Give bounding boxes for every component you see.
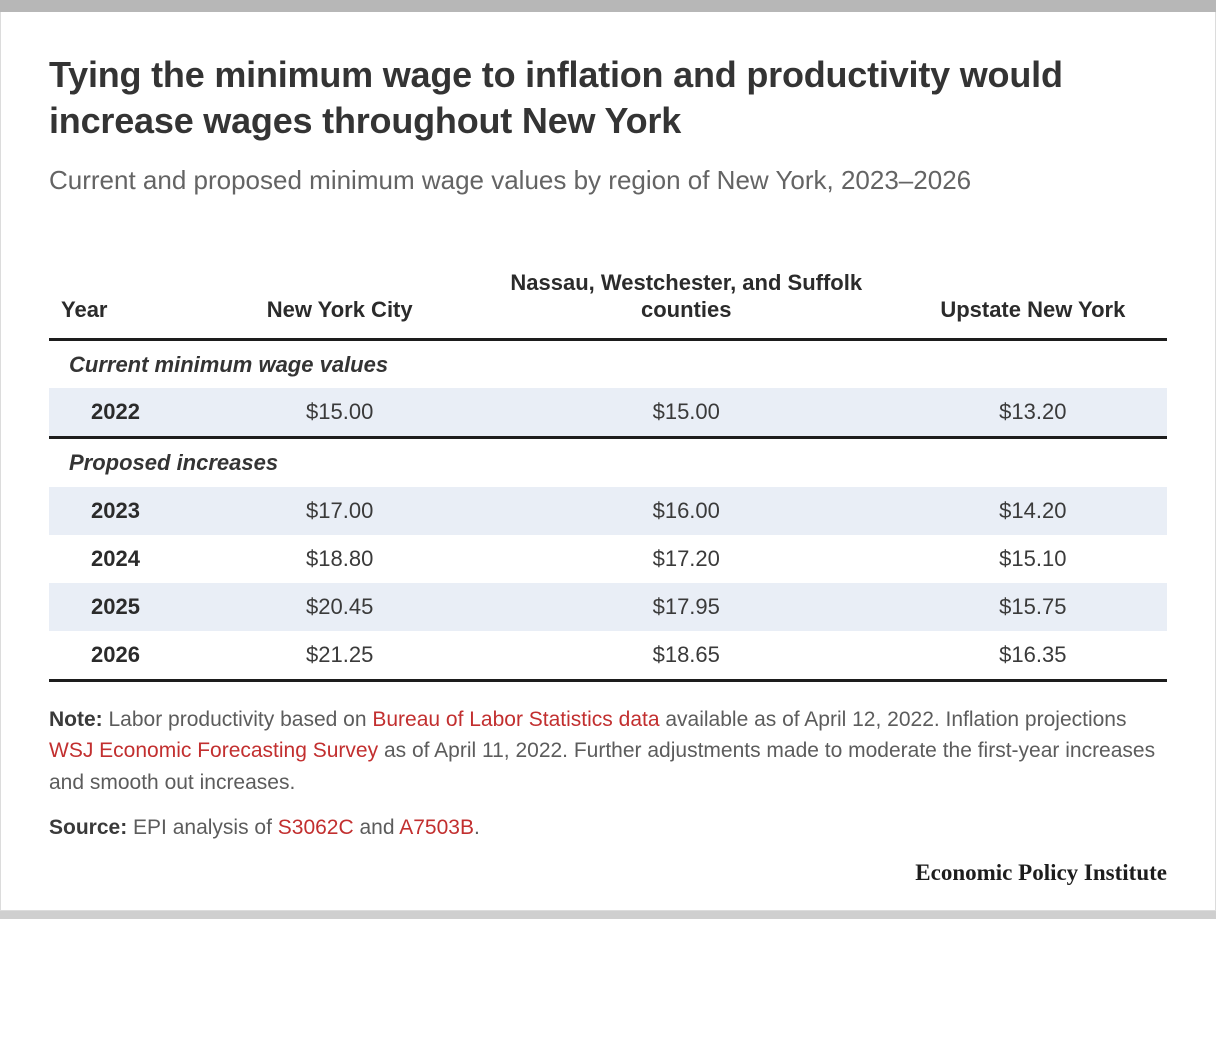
col-header-nyc: New York City — [206, 259, 474, 340]
col-header-nassau: Nassau, Westchester, and Suffolk countie… — [474, 259, 899, 340]
figure-container: Tying the minimum wage to inflation and … — [0, 12, 1216, 911]
cell-upstate: $15.75 — [899, 583, 1167, 631]
cell-year: 2026 — [49, 631, 206, 681]
cell-upstate: $16.35 — [899, 631, 1167, 681]
figure-subtitle: Current and proposed minimum wage values… — [49, 162, 1167, 198]
bottom-accent-bar — [0, 911, 1216, 919]
cell-upstate: $13.20 — [899, 388, 1167, 438]
table-header-row: Year New York City Nassau, Westchester, … — [49, 259, 1167, 340]
cell-nassau: $17.95 — [474, 583, 899, 631]
source-text: . — [474, 816, 480, 839]
note-text: Labor productivity based on — [103, 708, 373, 731]
section-label-proposed: Proposed increases — [49, 439, 1167, 487]
note-link-bls[interactable]: Bureau of Labor Statistics data — [372, 708, 659, 731]
source-text: and — [354, 816, 400, 839]
table-row: 2022 $15.00 $15.00 $13.20 — [49, 388, 1167, 438]
col-header-year: Year — [49, 259, 206, 340]
note-line: Note: Labor productivity based on Bureau… — [49, 704, 1167, 799]
col-header-upstate: Upstate New York — [899, 259, 1167, 340]
cell-year: 2022 — [49, 388, 206, 438]
notes-block: Note: Labor productivity based on Bureau… — [49, 704, 1167, 844]
cell-year: 2025 — [49, 583, 206, 631]
cell-nassau: $17.20 — [474, 535, 899, 583]
note-text: available as of April 12, 2022. Inflatio… — [660, 708, 1127, 731]
note-label: Note: — [49, 708, 103, 731]
cell-year: 2023 — [49, 487, 206, 535]
section-label-current: Current minimum wage values — [49, 341, 1167, 389]
table-row: 2025 $20.45 $17.95 $15.75 — [49, 583, 1167, 631]
cell-nassau: $15.00 — [474, 388, 899, 438]
source-text: EPI analysis of — [127, 816, 278, 839]
table-body: Current minimum wage values 2022 $15.00 … — [49, 339, 1167, 682]
table-row: 2026 $21.25 $18.65 $16.35 — [49, 631, 1167, 681]
cell-nyc: $17.00 — [206, 487, 474, 535]
cell-nassau: $18.65 — [474, 631, 899, 681]
cell-year: 2024 — [49, 535, 206, 583]
top-accent-bar — [0, 0, 1216, 12]
figure-title: Tying the minimum wage to inflation and … — [49, 52, 1167, 144]
cell-nyc: $15.00 — [206, 388, 474, 438]
table-row: 2023 $17.00 $16.00 $14.20 — [49, 487, 1167, 535]
note-link-wsj[interactable]: WSJ Economic Forecasting Survey — [49, 739, 378, 762]
wage-table: Year New York City Nassau, Westchester, … — [49, 259, 1167, 682]
source-link-a7503b[interactable]: A7503B — [399, 816, 474, 839]
table-row: 2024 $18.80 $17.20 $15.10 — [49, 535, 1167, 583]
cell-upstate: $15.10 — [899, 535, 1167, 583]
source-label: Source: — [49, 816, 127, 839]
cell-nyc: $18.80 — [206, 535, 474, 583]
source-link-s3062c[interactable]: S3062C — [278, 816, 354, 839]
cell-nyc: $20.45 — [206, 583, 474, 631]
cell-nassau: $16.00 — [474, 487, 899, 535]
cell-upstate: $14.20 — [899, 487, 1167, 535]
source-line: Source: EPI analysis of S3062C and A7503… — [49, 812, 1167, 844]
cell-nyc: $21.25 — [206, 631, 474, 681]
attribution: Economic Policy Institute — [49, 860, 1167, 886]
